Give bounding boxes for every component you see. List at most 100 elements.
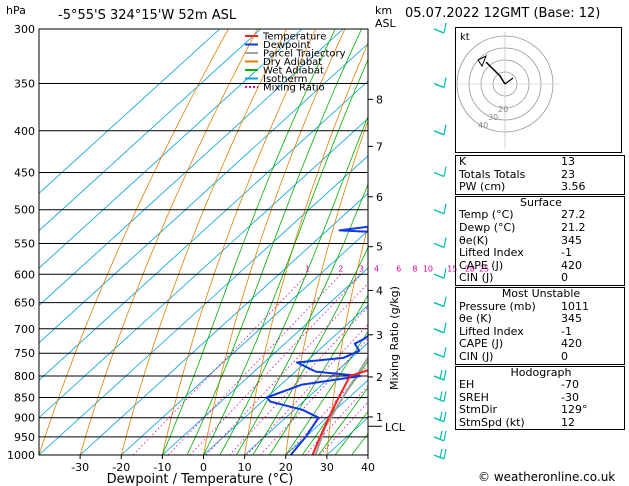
most-unstable-value: 345 — [561, 312, 582, 326]
temperature-profile — [311, 369, 368, 455]
wind-barb-flag — [443, 391, 447, 402]
index-label: PW (cm) — [459, 180, 506, 194]
most-unstable-value: 420 — [561, 337, 582, 351]
isotherm-line — [39, 80, 368, 381]
pressure-tick-label: 600 — [14, 268, 35, 281]
temperature-tick-label: 20 — [279, 461, 293, 474]
temperature-tick-label: 10 — [238, 461, 252, 474]
most-unstable-label: CIN (J) — [459, 349, 494, 363]
isotherm-line — [39, 29, 344, 306]
hodograph-title: Hodograph — [510, 365, 572, 379]
surface-box: Surface Temp (°C) 27.2 Dewp (°C) 21.2 θe(K) 34… — [455, 195, 626, 286]
surface-value: 345 — [561, 233, 582, 247]
wind-barb — [433, 28, 445, 34]
most-unstable-row: Lifted Index -1 — [456, 324, 626, 339]
mixing-ratio-label: 10 — [423, 264, 433, 273]
wind-barb-flag — [443, 77, 447, 88]
info-panel: K 13 Totals Totals 23 PW (cm) 3.56 Surface Tem… — [455, 155, 625, 431]
hodograph-row: SREH -30 — [456, 391, 626, 405]
index-value: 13 — [561, 155, 575, 168]
dewpoint-profile — [265, 225, 368, 455]
surface-value: 0 — [561, 271, 568, 285]
pressure-tick-label: 650 — [14, 297, 35, 310]
km-label: km — [375, 4, 392, 17]
most-unstable-label: Pressure (mb) — [459, 299, 536, 313]
wind-barb-flag — [439, 369, 443, 380]
height-tick-label: 4 — [376, 284, 383, 297]
mixing-ratio-line — [319, 401, 368, 455]
hodograph-row: StmDir 129° — [456, 404, 626, 417]
temperature-tick-label: -20 — [112, 461, 130, 474]
surface-row: CAPE (J) 420 — [456, 258, 626, 273]
hodograph-ring-label: 20 — [498, 105, 508, 114]
hodograph-value: -70 — [561, 378, 579, 392]
dry-adiabat — [120, 29, 287, 455]
parcel-trajectory-profile — [314, 355, 368, 455]
mixing-ratio-line — [260, 338, 368, 455]
pressure-axis: 300 350 400 450 500 550 600 650 700 750 800 850 900 9… — [7, 23, 35, 462]
pressure-tick-label: 350 — [14, 78, 35, 91]
pressure-tick-label: 1000 — [7, 449, 35, 462]
surface-title: Surface — [520, 195, 562, 209]
wind-barb — [433, 82, 445, 89]
hodograph-ring-label: 40 — [478, 121, 488, 130]
wind-barb-flag — [443, 268, 447, 279]
surface-label: Lifted Index — [459, 246, 524, 260]
mixing-ratio-label: 8 — [412, 264, 417, 273]
hodograph-label: StmSpd (kt) — [459, 415, 525, 429]
storm-motion-marker — [477, 54, 487, 68]
pressure-tick-label: 450 — [14, 166, 35, 179]
legend-entry: Dewpoint — [263, 40, 311, 51]
hodograph-value: 12 — [561, 415, 575, 429]
mixing-ratio-line — [304, 385, 368, 455]
legend-entry: Temperature — [262, 32, 326, 43]
pressure-tick-label: 550 — [14, 237, 35, 250]
wind-barb-flag — [439, 411, 443, 421]
surface-label: Dewp (°C) — [459, 220, 516, 234]
mixing-ratio-line — [229, 306, 368, 455]
mixing-ratio-line — [189, 274, 362, 455]
isotherm-line — [39, 117, 368, 419]
surface-label: Temp (°C) — [459, 208, 514, 222]
most-unstable-title: Most Unstable — [501, 286, 581, 300]
surface-value: 420 — [561, 258, 582, 272]
profiles — [265, 225, 368, 455]
dry-adiabat — [79, 29, 258, 455]
hodograph-box: Hodograph EH -70 SREH -30 StmDir 129° StmSpd (k… — [455, 365, 626, 431]
index-label: Totals Totals — [459, 167, 526, 181]
surface-row: θe(K) 345 — [456, 233, 626, 248]
wind-barbs — [433, 22, 447, 460]
surface-value: -1 — [561, 246, 572, 260]
indices-box: K 13 Totals Totals 23 PW (cm) 3.56 — [455, 155, 625, 195]
wind-barb-flag — [443, 124, 447, 135]
surface-row: Dewp (°C) 21.2 — [456, 220, 626, 235]
hodograph-row: StmSpd (kt) 12 — [456, 415, 626, 430]
index-value: 3.56 — [561, 180, 586, 194]
wind-barb-flag — [439, 448, 443, 459]
x-axis-title: Dewpoint / Temperature (°C) — [107, 472, 294, 486]
isotherm-line — [39, 43, 368, 344]
pressure-tick-label: 300 — [14, 23, 35, 36]
most-unstable-label: Lifted Index — [459, 324, 524, 338]
mixing-ratio-line — [205, 282, 368, 455]
wind-barb-flag — [439, 391, 443, 401]
wind-barb-flag — [443, 166, 447, 177]
background-lines — [39, 29, 368, 455]
pressure-tick-label: 900 — [14, 412, 35, 425]
mixing-ratio-label: 6 — [396, 264, 401, 273]
hodograph-panel: kt 40 30 20 — [450, 27, 622, 153]
mixing-ratio-label: 1 — [305, 264, 310, 273]
wind-barb-flag — [443, 203, 447, 214]
height-tick-label: 1 — [376, 411, 383, 424]
hodograph-row: EH -70 — [456, 378, 626, 392]
pressure-unit-label: hPa — [6, 4, 26, 17]
most-unstable-row: CAPE (J) 420 — [456, 338, 626, 351]
pressure-tick-label: 750 — [14, 347, 35, 360]
surface-value: 27.2 — [561, 208, 586, 222]
wind-barb-flag — [443, 369, 447, 381]
pressure-tick-label: 800 — [14, 370, 35, 383]
surface-row: CIN (J) 0 — [456, 272, 626, 285]
wind-barb-flag — [443, 22, 447, 34]
